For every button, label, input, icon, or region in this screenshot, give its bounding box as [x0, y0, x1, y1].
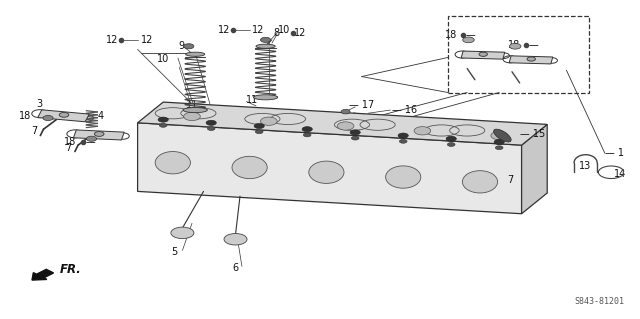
- Circle shape: [159, 123, 167, 127]
- Text: 8: 8: [273, 28, 280, 39]
- Ellipse shape: [385, 166, 421, 188]
- Circle shape: [184, 112, 200, 121]
- Circle shape: [158, 117, 168, 122]
- Circle shape: [398, 133, 408, 138]
- Circle shape: [171, 227, 194, 239]
- Text: 11: 11: [186, 100, 198, 110]
- Text: 6: 6: [232, 263, 239, 273]
- Polygon shape: [509, 56, 553, 64]
- Circle shape: [494, 139, 504, 145]
- Circle shape: [350, 130, 360, 135]
- Circle shape: [95, 131, 104, 137]
- Text: 18: 18: [19, 111, 31, 122]
- Text: 12: 12: [294, 28, 307, 39]
- Text: 12: 12: [252, 25, 264, 35]
- Text: 12: 12: [106, 35, 118, 45]
- Text: —: —: [529, 40, 538, 50]
- Ellipse shape: [156, 152, 191, 174]
- Circle shape: [260, 117, 277, 125]
- Text: 5: 5: [172, 247, 178, 257]
- Circle shape: [86, 136, 97, 141]
- Circle shape: [527, 57, 536, 61]
- Text: 18: 18: [445, 30, 457, 40]
- FancyArrow shape: [32, 269, 54, 280]
- Ellipse shape: [183, 108, 207, 113]
- Text: 12: 12: [218, 25, 230, 35]
- Text: 9: 9: [178, 41, 184, 51]
- Text: — 16: — 16: [392, 105, 417, 115]
- Text: 7: 7: [31, 126, 37, 136]
- Polygon shape: [522, 124, 547, 214]
- Text: FR.: FR.: [60, 263, 81, 276]
- Circle shape: [260, 37, 271, 42]
- Circle shape: [207, 127, 215, 130]
- Text: —: —: [86, 137, 95, 147]
- Text: —: —: [47, 111, 57, 122]
- Text: S843-81201: S843-81201: [574, 297, 624, 306]
- Text: 7: 7: [508, 175, 514, 185]
- Text: 4: 4: [98, 111, 104, 122]
- Circle shape: [303, 133, 311, 137]
- Circle shape: [341, 109, 350, 114]
- Polygon shape: [138, 123, 522, 214]
- Circle shape: [491, 131, 508, 140]
- Polygon shape: [38, 110, 89, 122]
- Circle shape: [495, 146, 503, 150]
- Ellipse shape: [493, 129, 511, 142]
- Text: 13: 13: [579, 161, 591, 171]
- Circle shape: [302, 127, 312, 132]
- Text: — 17: — 17: [349, 100, 374, 110]
- Polygon shape: [461, 51, 505, 59]
- Ellipse shape: [253, 95, 278, 100]
- Polygon shape: [138, 102, 547, 145]
- Circle shape: [206, 120, 216, 125]
- Circle shape: [446, 136, 456, 141]
- Text: 2: 2: [85, 132, 92, 142]
- Circle shape: [414, 127, 431, 135]
- Circle shape: [337, 122, 354, 130]
- Text: 18: 18: [64, 137, 76, 147]
- Circle shape: [43, 115, 53, 121]
- Text: 3: 3: [36, 99, 43, 109]
- Circle shape: [479, 52, 488, 56]
- Circle shape: [509, 43, 521, 49]
- Circle shape: [224, 234, 247, 245]
- Circle shape: [447, 143, 455, 146]
- Text: 10: 10: [157, 54, 169, 64]
- Text: 12: 12: [141, 35, 153, 45]
- Circle shape: [463, 37, 474, 43]
- Ellipse shape: [308, 161, 344, 183]
- Polygon shape: [74, 130, 124, 140]
- Circle shape: [254, 123, 264, 129]
- Circle shape: [255, 130, 263, 134]
- Text: 7: 7: [65, 143, 72, 153]
- Bar: [448, 16, 589, 93]
- Text: — 1: — 1: [605, 148, 624, 158]
- Text: 7: 7: [471, 172, 477, 182]
- Circle shape: [351, 136, 359, 140]
- Text: —: —: [466, 30, 476, 40]
- Text: 11: 11: [246, 95, 259, 106]
- Ellipse shape: [232, 156, 268, 179]
- Circle shape: [60, 113, 69, 117]
- Ellipse shape: [462, 171, 498, 193]
- Text: — 15: — 15: [520, 129, 545, 139]
- Ellipse shape: [186, 52, 205, 56]
- Text: 14: 14: [614, 169, 627, 179]
- Text: 18: 18: [508, 40, 520, 50]
- Ellipse shape: [256, 44, 275, 48]
- Circle shape: [184, 44, 194, 49]
- Text: 10: 10: [278, 25, 290, 35]
- Circle shape: [399, 139, 407, 143]
